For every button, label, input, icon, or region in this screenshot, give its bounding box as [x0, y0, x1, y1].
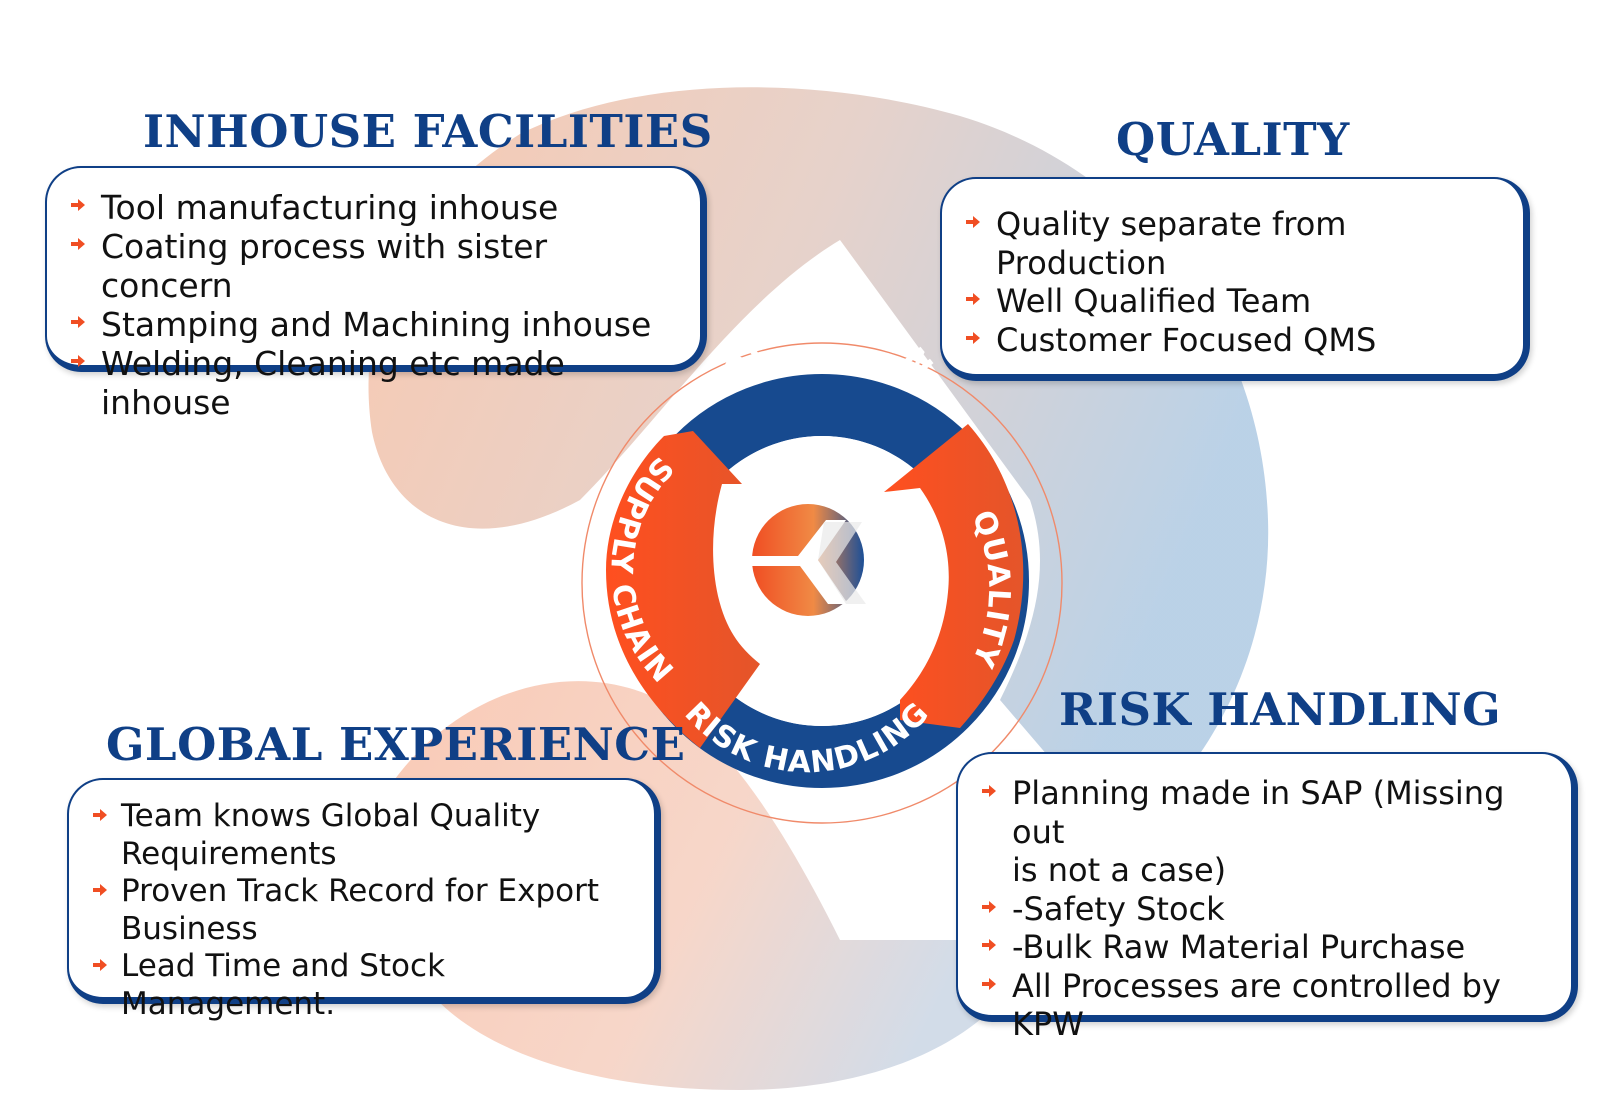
- arrow-bullet-icon: [980, 782, 998, 800]
- list-item: -Safety Stock: [976, 890, 1555, 929]
- list-item: All Processes are controlled by KPW: [976, 967, 1555, 1044]
- supply-chain-arrow: [606, 431, 760, 748]
- arrow-bullet-icon: [964, 329, 982, 347]
- outer-thin-circle: [581, 342, 1063, 824]
- arrow-bullet-icon: [980, 936, 998, 954]
- list-item: Customer Focused QMS: [960, 321, 1507, 360]
- list-item: Lead Time and Stock Management.: [87, 948, 638, 1023]
- arrow-bullet-icon: [91, 881, 109, 899]
- arrow-bullet-icon: [91, 806, 109, 824]
- list-item: Proven Track Record for Export Business: [87, 873, 638, 948]
- inhouse-facilities-box: Tool manufacturing inhouse Coating proce…: [45, 166, 707, 422]
- list-item: Tool manufacturing inhouse: [65, 188, 684, 227]
- quality-arrow: [884, 424, 1024, 728]
- arrow-bullet-icon: [980, 898, 998, 916]
- arrow-bullet-icon: [69, 235, 87, 253]
- arrow-bullet-icon: [964, 290, 982, 308]
- kpw-logo-icon: [752, 504, 866, 616]
- quality-title: QUALITY: [1116, 113, 1350, 166]
- risk-handling-box: Planning made in SAP (Missing out is not …: [956, 752, 1578, 1043]
- list-item: Team knows Global Quality Requirements: [87, 798, 638, 873]
- risk-handling-title: RISK HANDLING: [1059, 683, 1502, 736]
- global-experience-title: GLOBAL EXPERIENCE: [106, 718, 686, 771]
- list-item: Welding, Cleaning etc made inhouse: [65, 344, 684, 422]
- list-item: Coating process with sister concern: [65, 227, 684, 305]
- arrow-bullet-icon: [980, 975, 998, 993]
- arrow-bullet-icon: [91, 956, 109, 974]
- list-item: Stamping and Machining inhouse: [65, 305, 684, 344]
- arrow-bullet-icon: [69, 196, 87, 214]
- arrow-bullet-icon: [964, 213, 982, 231]
- list-item: Planning made in SAP (Missing out is not …: [976, 774, 1555, 890]
- inhouse-facilities-title: INHOUSE FACILITIES: [143, 105, 713, 158]
- global-experience-box: Team knows Global Quality Requirements Pr…: [67, 778, 661, 1022]
- arrow-bullet-icon: [69, 313, 87, 331]
- arrow-bullet-icon: [69, 352, 87, 370]
- list-item: -Bulk Raw Material Purchase: [976, 928, 1555, 967]
- list-item: Well Qualified Team: [960, 282, 1507, 321]
- list-item: Quality separate from Production: [960, 205, 1507, 282]
- quality-box: Quality separate from Production Well Qu…: [940, 177, 1530, 381]
